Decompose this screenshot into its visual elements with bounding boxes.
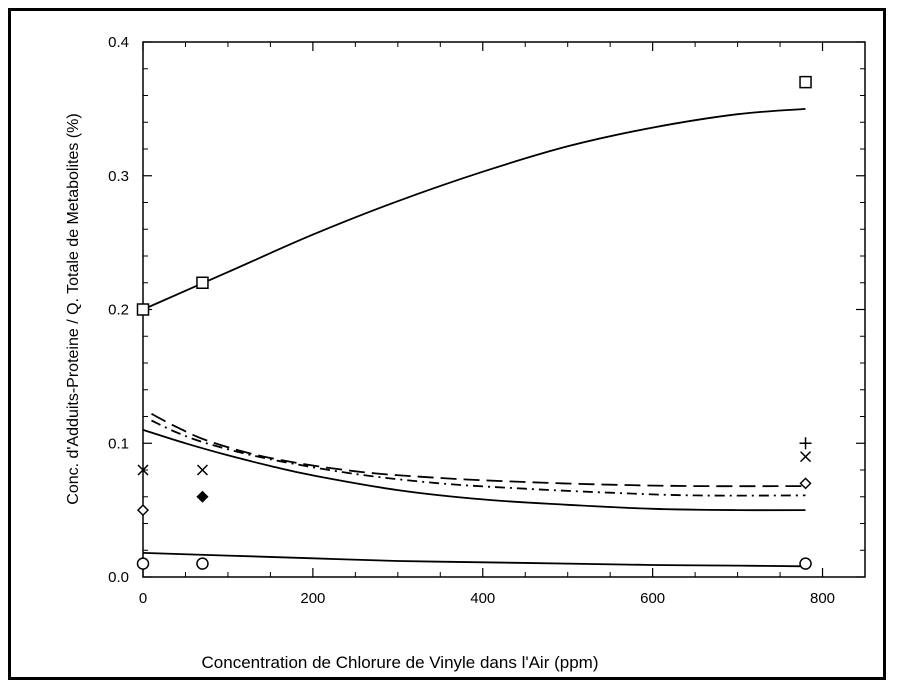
x-marker (196, 464, 208, 476)
diamond-marker (799, 477, 812, 490)
circle-marker (136, 557, 150, 570)
x-marker (800, 451, 812, 463)
chart-frame (8, 8, 886, 680)
square-marker (196, 276, 209, 289)
x-tick-label: 200 (300, 590, 325, 607)
x-marker (137, 464, 149, 476)
y-tick-label: 0.4 (108, 34, 129, 51)
x-tick-label: 0 (139, 590, 147, 607)
plus-marker (799, 437, 812, 450)
fit-curve-dash-dot (151, 419, 806, 497)
y-axis-label: Conc. d'Adduits-Proteine / Q. Totale de … (65, 113, 82, 504)
fit-curve-solid (142, 108, 806, 311)
y-tick-label: 0.0 (108, 569, 129, 586)
x-tick-label: 400 (470, 590, 495, 607)
y-tick-label: 0.3 (108, 168, 129, 185)
y-tick-label: 0.2 (108, 302, 129, 319)
plot-area (142, 41, 866, 578)
fit-curve-long-dash (151, 413, 806, 488)
filled-diamond-marker (196, 490, 209, 503)
axis-tick-labels: 0 200 400 600 800 0.0 0.1 0.2 0.3 0.4 (108, 34, 835, 607)
square-marker (799, 75, 812, 89)
fit-curves (142, 108, 806, 568)
fit-curve-solid (142, 552, 806, 568)
fit-curve-solid (142, 429, 806, 512)
circle-marker (196, 557, 209, 570)
x-tick-label: 800 (810, 590, 835, 607)
square-marker (136, 303, 150, 316)
x-axis-label: Concentration de Chlorure de Vinyle dans… (202, 653, 599, 672)
x-tick-label: 600 (640, 590, 665, 607)
diamond-marker (136, 504, 150, 517)
y-tick-label: 0.1 (108, 435, 129, 452)
data-points (136, 75, 812, 570)
circle-marker (799, 557, 812, 570)
axis-ticks (142, 41, 866, 578)
